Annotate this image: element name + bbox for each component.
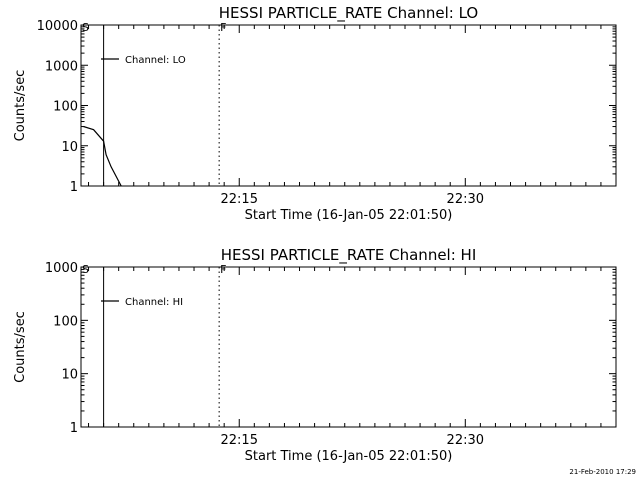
flag-label: S [82, 21, 89, 34]
series-line [83, 125, 122, 187]
y-tick-label: 1 [70, 180, 78, 195]
y-axis-label: Counts/sec [13, 70, 28, 142]
chart-title: HESSI PARTICLE_RATE Channel: HI [221, 246, 477, 265]
y-tick-label: 10 [61, 368, 78, 383]
x-tick-label: 22:30 [447, 433, 484, 448]
y-axis-label: Counts/sec [13, 311, 28, 383]
flag-label: F [220, 21, 226, 34]
flag-label: F [220, 263, 226, 276]
y-tick-label: 1000 [45, 261, 78, 276]
y-tick-label: 10000 [37, 19, 78, 34]
panel-hi: HESSI PARTICLE_RATE Channel: HI 1 10 100 100… [13, 246, 617, 464]
legend-label: Channel: LO [125, 55, 186, 66]
y-tick-label: 1000 [45, 59, 78, 74]
plot-frame [80, 24, 617, 187]
legend-label: Channel: HI [125, 297, 183, 308]
y-tick-label: 1 [70, 421, 78, 436]
x-tick-label: 22:15 [221, 433, 258, 448]
plot-frame [80, 266, 617, 428]
y-tick-label: 100 [53, 314, 78, 329]
y-tick-label: 10 [61, 140, 78, 155]
x-axis-label: Start Time (16-Jan-05 22:01:50) [245, 208, 453, 223]
y-tick-label: 100 [53, 100, 78, 115]
chart-title: HESSI PARTICLE_RATE Channel: LO [219, 4, 478, 23]
x-tick-label: 22:30 [447, 192, 484, 207]
x-axis-label: Start Time (16-Jan-05 22:01:50) [245, 449, 453, 464]
panel-lo: HESSI PARTICLE_RATE Channel: LO 1 10 100 100… [13, 4, 617, 223]
timestamp-label: 21-Feb-2010 17:29 [569, 468, 636, 476]
x-tick-label: 22:15 [221, 192, 258, 207]
flag-label: S [82, 263, 89, 276]
